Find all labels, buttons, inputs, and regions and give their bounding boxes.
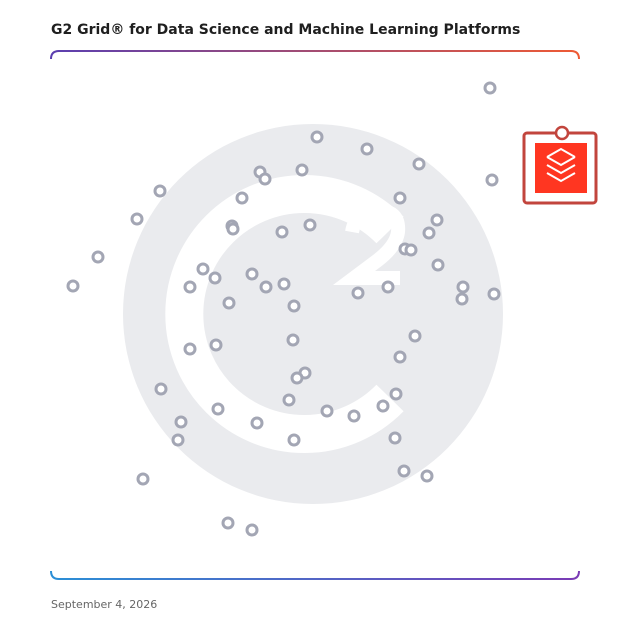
data-point bbox=[287, 433, 301, 447]
logo-layer bbox=[546, 156, 576, 167]
data-point bbox=[360, 142, 374, 156]
data-point bbox=[455, 292, 469, 306]
data-point bbox=[136, 472, 150, 486]
data-point bbox=[290, 371, 304, 385]
marker-pin bbox=[554, 125, 570, 141]
data-point bbox=[130, 212, 144, 226]
data-point bbox=[376, 399, 390, 413]
marker-logo bbox=[535, 143, 587, 193]
data-point bbox=[397, 464, 411, 478]
data-point bbox=[258, 172, 272, 186]
data-point bbox=[171, 433, 185, 447]
data-point bbox=[259, 280, 273, 294]
data-point bbox=[422, 226, 436, 240]
data-point bbox=[393, 191, 407, 205]
data-point bbox=[196, 262, 210, 276]
data-point bbox=[286, 333, 300, 347]
data-point bbox=[408, 329, 422, 343]
data-point bbox=[221, 516, 235, 530]
grid-frame bbox=[50, 50, 580, 580]
data-point bbox=[208, 271, 222, 285]
data-point bbox=[250, 416, 264, 430]
data-point bbox=[183, 342, 197, 356]
logo-top bbox=[546, 147, 576, 158]
data-point bbox=[485, 173, 499, 187]
data-point bbox=[235, 191, 249, 205]
data-point bbox=[245, 523, 259, 537]
chart-title: G2 Grid® for Data Science and Machine Le… bbox=[51, 22, 520, 38]
data-point bbox=[287, 299, 301, 313]
data-point bbox=[420, 469, 434, 483]
data-point bbox=[154, 382, 168, 396]
data-point bbox=[381, 280, 395, 294]
data-point bbox=[388, 431, 402, 445]
data-point bbox=[226, 222, 240, 236]
data-point bbox=[347, 409, 361, 423]
data-point bbox=[222, 296, 236, 310]
data-point bbox=[412, 157, 426, 171]
data-point bbox=[174, 415, 188, 429]
data-point bbox=[320, 404, 334, 418]
data-point bbox=[245, 267, 259, 281]
data-point bbox=[430, 213, 444, 227]
data-point bbox=[456, 280, 470, 294]
data-point bbox=[91, 250, 105, 264]
data-point bbox=[211, 402, 225, 416]
data-point bbox=[431, 258, 445, 272]
data-point bbox=[209, 338, 223, 352]
data-point bbox=[487, 287, 501, 301]
data-point bbox=[303, 218, 317, 232]
data-point bbox=[282, 393, 296, 407]
data-point bbox=[277, 277, 291, 291]
data-point bbox=[404, 243, 418, 257]
data-point bbox=[183, 280, 197, 294]
data-point bbox=[275, 225, 289, 239]
logo-layer bbox=[546, 172, 576, 183]
data-point bbox=[351, 286, 365, 300]
data-point bbox=[310, 130, 324, 144]
data-point bbox=[153, 184, 167, 198]
date-label: September 4, 2026 bbox=[51, 598, 157, 611]
data-point bbox=[66, 279, 80, 293]
leader-marker bbox=[522, 125, 598, 205]
data-point bbox=[389, 387, 403, 401]
data-point bbox=[393, 350, 407, 364]
logo-layer bbox=[546, 164, 576, 175]
data-point bbox=[295, 163, 309, 177]
data-point bbox=[483, 81, 497, 95]
watermark bbox=[123, 124, 503, 504]
